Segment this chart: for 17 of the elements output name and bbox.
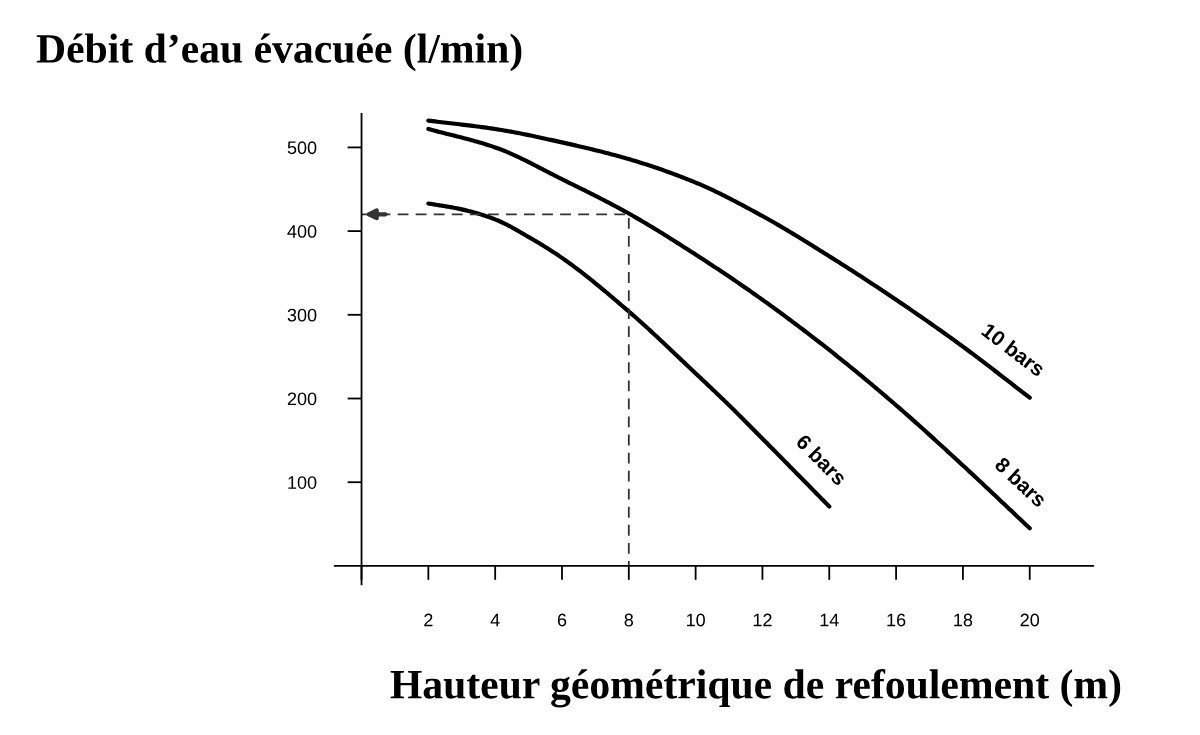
y-tick-label: 400	[287, 225, 317, 238]
x-tick-label: 8	[624, 613, 634, 627]
chart-title: Débit d’eau évacuée (l/min)	[36, 33, 522, 72]
x-tick-label: 14	[820, 613, 839, 627]
x-tick-label: 18	[954, 613, 973, 627]
x-tick-label: 20	[1020, 613, 1040, 627]
x-tick-label: 12	[753, 613, 772, 627]
x-tick-label: 6	[557, 613, 567, 627]
x-tick-label: 2	[424, 613, 433, 627]
x-tick-label: 16	[887, 613, 906, 627]
x-axis-title: Hauteur géométrique de refoulement (m)	[390, 668, 1121, 708]
y-tick-label: 500	[287, 141, 317, 155]
y-tick-label: 100	[288, 476, 317, 489]
x-tick-label: 4	[490, 613, 500, 627]
y-tick-label: 200	[287, 392, 317, 406]
x-tick-label: 10	[686, 613, 705, 627]
y-tick-label: 300	[287, 308, 317, 322]
